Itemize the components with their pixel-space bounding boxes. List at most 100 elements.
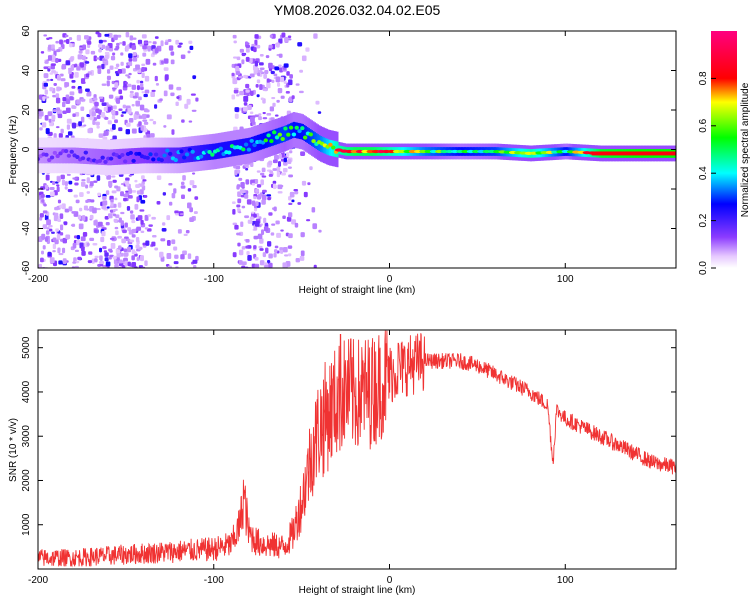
noise-cell xyxy=(59,204,63,209)
noise-cell xyxy=(255,188,260,193)
ridge-band xyxy=(83,148,85,164)
snr-line xyxy=(38,330,676,568)
noise-cell xyxy=(164,41,169,46)
ridge-band xyxy=(134,148,136,164)
noise-cell xyxy=(139,104,145,111)
ridge-band xyxy=(158,147,160,164)
noise-cell xyxy=(254,257,259,261)
noise-cell xyxy=(285,90,290,94)
noise-cell xyxy=(65,61,70,65)
noise-cell xyxy=(134,179,138,183)
noise-cell xyxy=(253,47,257,53)
noise-cell xyxy=(117,235,122,239)
noise-cell xyxy=(142,45,147,50)
noise-cell xyxy=(276,232,281,238)
noise-cell xyxy=(58,260,63,265)
ridge-core xyxy=(283,126,288,131)
noise-cell xyxy=(280,95,285,99)
noise-cell xyxy=(51,48,56,52)
noise-cell xyxy=(90,50,96,55)
ridge-band xyxy=(189,146,192,163)
ridge-band xyxy=(282,126,285,143)
noise-cell xyxy=(297,202,302,205)
noise-cell xyxy=(54,206,59,211)
noise-cell xyxy=(160,40,164,47)
noise-cell xyxy=(232,56,238,59)
ridge-band xyxy=(194,145,196,162)
noise-cell xyxy=(295,83,300,86)
chart-title: YM08.2026.032.04.02.E05 xyxy=(274,2,441,18)
noise-cell xyxy=(68,69,72,75)
noise-cell xyxy=(261,229,265,236)
noise-cell xyxy=(283,157,287,163)
noise-cell xyxy=(134,203,139,210)
noise-cell xyxy=(39,127,43,131)
noise-cell xyxy=(269,106,275,112)
noise-cell xyxy=(243,102,248,106)
noise-cell xyxy=(102,200,108,206)
noise-cell xyxy=(254,264,259,268)
noise-cell xyxy=(81,250,86,256)
ridge-core xyxy=(52,150,58,155)
ridge-core xyxy=(182,155,187,160)
noise-cell xyxy=(280,249,284,254)
ridge-core xyxy=(311,139,316,144)
ridge-core xyxy=(272,130,277,135)
noise-cell xyxy=(233,89,239,94)
noise-cell xyxy=(268,262,273,268)
noise-cell xyxy=(173,188,177,194)
ridge-band xyxy=(99,149,102,165)
ridge-band xyxy=(129,148,132,165)
ridge-core xyxy=(280,136,285,141)
noise-cell xyxy=(76,99,81,105)
noise-cell xyxy=(46,78,50,82)
noise-cell xyxy=(104,51,110,55)
ridge-band xyxy=(59,147,61,164)
noise-cell xyxy=(57,199,62,204)
noise-cell xyxy=(55,228,60,232)
noise-cell xyxy=(166,114,172,120)
y-tick-label: -40 xyxy=(21,221,32,236)
noise-cell xyxy=(63,221,68,225)
y-tick-label: 40 xyxy=(21,65,32,77)
noise-cell xyxy=(56,86,61,92)
noise-cell xyxy=(46,37,50,40)
ridge-band xyxy=(51,147,54,164)
noise-cell xyxy=(125,65,130,69)
noise-cell xyxy=(103,130,109,136)
noise-cell xyxy=(41,233,46,240)
noise-cell xyxy=(64,186,68,190)
noise-cell xyxy=(232,252,237,258)
noise-cell xyxy=(110,110,115,114)
noise-cell xyxy=(235,71,241,75)
noise-cell xyxy=(129,90,134,94)
noise-cell xyxy=(93,97,98,101)
noise-cell xyxy=(105,261,111,267)
ridge-band xyxy=(309,129,312,145)
noise-cell xyxy=(181,181,185,186)
noise-cell xyxy=(83,35,89,40)
noise-cell xyxy=(191,109,197,112)
noise-cell xyxy=(249,216,255,220)
noise-cell xyxy=(294,190,299,195)
noise-cell xyxy=(159,98,163,102)
y-tick-label: 4000 xyxy=(21,380,32,403)
noise-cell xyxy=(78,50,83,54)
ridge-band xyxy=(249,137,252,154)
noise-cell xyxy=(110,242,116,249)
noise-cell xyxy=(179,213,184,216)
noise-cell xyxy=(259,192,263,197)
noise-cell xyxy=(61,179,66,186)
noise-cell xyxy=(64,208,70,213)
noise-cell xyxy=(293,188,299,192)
noise-cell xyxy=(55,40,60,44)
ridge-core xyxy=(179,149,184,154)
noise-cell xyxy=(284,36,289,42)
noise-cell xyxy=(261,167,266,173)
noise-cell xyxy=(119,259,123,264)
noise-cell xyxy=(66,118,72,124)
ridge-band xyxy=(81,147,84,164)
ridge-band xyxy=(146,147,148,164)
noise-cell xyxy=(108,47,114,52)
noise-cell xyxy=(166,215,171,221)
